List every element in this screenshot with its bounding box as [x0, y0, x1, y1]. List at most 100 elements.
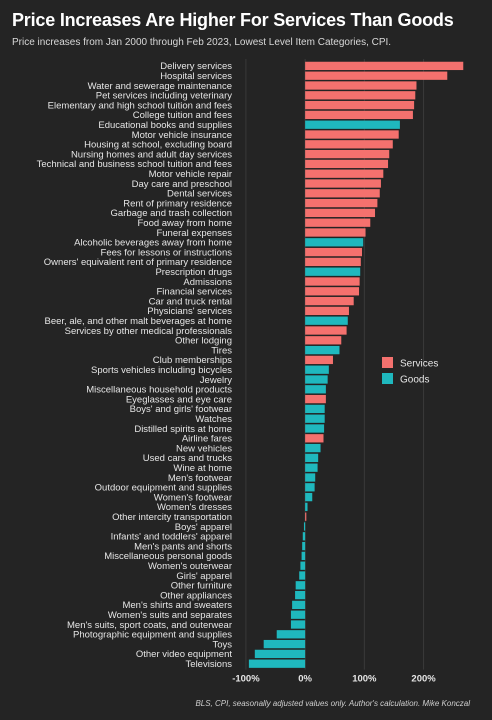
bar-56	[290, 610, 306, 619]
bar-57	[290, 620, 306, 629]
category-label-22: Admissions	[183, 277, 232, 288]
category-label-57: Men's suits, sport coats, and outerwear	[67, 620, 232, 631]
category-label-41: Wine at home	[173, 463, 232, 474]
category-label-29: Tires	[211, 345, 232, 356]
bar-30	[305, 355, 333, 365]
category-label-37: Distilled spirits at home	[134, 424, 232, 435]
category-label-0: Delivery services	[160, 61, 232, 72]
category-label-31: Sports vehicles including bicycles	[91, 365, 232, 376]
category-label-23: Financial services	[157, 287, 233, 298]
bar-45	[305, 502, 308, 512]
bar-9	[305, 149, 390, 159]
category-label-25: Physicians' services	[147, 306, 232, 317]
category-label-9: Nursing homes and adult day services	[71, 149, 232, 160]
bar-33	[305, 385, 326, 394]
category-label-40: Used cars and trucks	[143, 453, 232, 464]
category-label-36: Watches	[195, 414, 232, 425]
category-label-10: Technical and business school tuition an…	[37, 159, 233, 170]
category-label-38: Airline fares	[182, 434, 232, 445]
bar-32	[305, 375, 328, 384]
category-label-52: Girls' apparel	[176, 571, 232, 582]
bar-36	[305, 414, 325, 423]
legend-label-1: Goods	[400, 375, 429, 386]
category-label-60: Other video equipment	[136, 649, 232, 660]
chart-subtitle: Price increases from Jan 2000 through Fe…	[12, 37, 392, 48]
x-tick-label-1: 0%	[298, 674, 312, 685]
category-label-14: Rent of primary residence	[123, 198, 232, 209]
category-label-47: Boys' apparel	[175, 522, 232, 533]
category-label-7: Motor vehicle insurance	[132, 130, 232, 141]
category-label-54: Other appliances	[160, 590, 232, 601]
bar-13	[305, 189, 380, 198]
category-label-5: College tuition and fees	[133, 110, 233, 121]
category-label-6: Educational books and supplies	[98, 120, 232, 131]
category-label-42: Men's footwear	[168, 473, 232, 484]
category-label-19: Fees for lessons or instructions	[101, 247, 233, 258]
legend-label-0: Services	[400, 359, 438, 370]
category-label-50: Miscellaneous personal goods	[104, 551, 232, 562]
category-label-30: Club memberships	[153, 355, 232, 366]
bar-40	[305, 453, 319, 463]
category-label-15: Garbage and trash collection	[111, 208, 232, 219]
bar-2	[305, 81, 417, 90]
category-label-21: Prescription drugs	[155, 267, 232, 278]
bar-59	[263, 639, 306, 649]
category-label-27: Services by other medical professionals	[65, 326, 233, 337]
category-label-53: Other furniture	[171, 581, 232, 592]
bar-3	[305, 91, 416, 100]
bar-31	[305, 365, 329, 374]
bar-46	[305, 512, 307, 521]
bar-44	[305, 492, 313, 502]
bar-6	[305, 120, 400, 129]
bar-39	[305, 443, 321, 453]
bar-15	[305, 208, 376, 218]
category-label-1: Hospital services	[160, 71, 232, 82]
category-label-28: Other lodging	[175, 336, 232, 347]
category-label-26: Beer, ale, and other malt beverages at h…	[45, 316, 232, 327]
bar-58	[276, 630, 306, 639]
bar-47	[303, 522, 306, 531]
category-label-33: Miscellaneous household products	[86, 385, 232, 396]
category-label-17: Funeral expenses	[156, 228, 232, 239]
bar-11	[305, 169, 384, 178]
bar-51	[300, 561, 306, 570]
bar-23	[305, 287, 360, 296]
bar-54	[295, 590, 306, 600]
bar-27	[305, 326, 347, 335]
category-label-43: Outdoor equipment and supplies	[95, 483, 233, 494]
bar-55	[292, 600, 306, 610]
category-label-4: Elementary and high school tuition and f…	[48, 100, 233, 111]
bar-60	[254, 649, 306, 659]
source-footnote: BLS, CPI, seasonally adjusted values onl…	[195, 699, 470, 708]
bar-43	[305, 483, 315, 492]
category-label-16: Food away from home	[137, 218, 232, 229]
x-tick-label-0: -100%	[232, 674, 260, 685]
bar-48	[302, 532, 306, 541]
category-label-35: Boys' and girls' footwear	[130, 404, 232, 415]
bar-28	[305, 336, 342, 345]
category-label-11: Motor vehicle repair	[149, 169, 232, 180]
legend-swatch-0	[382, 357, 393, 368]
category-label-24: Car and truck rental	[149, 296, 232, 307]
bar-38	[305, 434, 324, 443]
bar-35	[305, 404, 325, 414]
category-label-51: Women's outerwear	[148, 561, 232, 572]
bar-0	[305, 61, 464, 71]
bar-37	[305, 424, 325, 433]
category-label-39: New vehicles	[176, 443, 232, 454]
chart-title: Price Increases Are Higher For Services …	[12, 10, 454, 30]
category-label-45: Women's dresses	[157, 502, 232, 513]
category-label-3: Pet services including veterinary	[96, 91, 232, 102]
category-label-44: Women's footwear	[154, 492, 232, 503]
x-axis-ticks: -100% 0% 100% 200%	[232, 674, 436, 685]
bar-50	[301, 551, 306, 561]
bar-34	[305, 394, 326, 404]
bar-25	[305, 306, 349, 316]
category-label-18: Alcoholic beverages away from home	[74, 238, 232, 249]
bar-29	[305, 345, 340, 355]
bar-22	[305, 277, 360, 286]
bar-49	[302, 541, 306, 551]
category-label-61: Televisions	[186, 659, 233, 670]
